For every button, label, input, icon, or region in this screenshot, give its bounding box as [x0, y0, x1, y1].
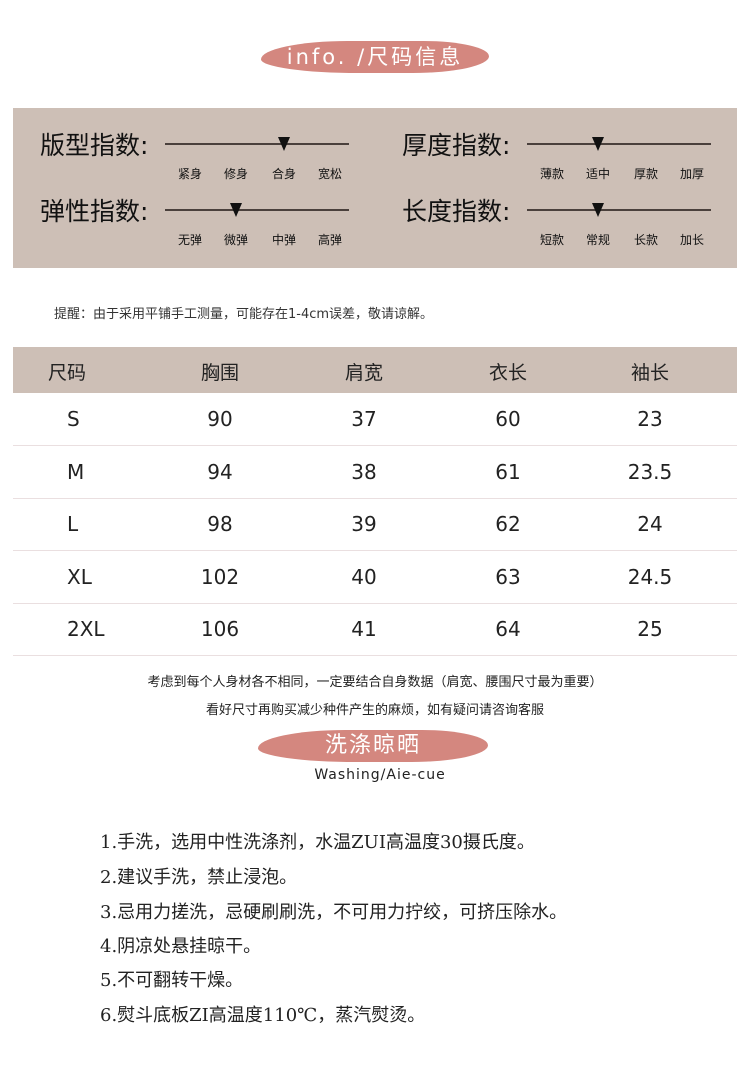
value-cell: 23.5	[627, 459, 673, 484]
length-index-line	[527, 209, 711, 211]
value-cell: 102	[200, 564, 240, 589]
fit-option-label: 合身	[271, 167, 297, 181]
elasticity-marker-icon	[230, 203, 242, 217]
table-row: XL 102 40 63 24.5	[13, 551, 737, 604]
table-row: L 98 39 62 24	[13, 498, 737, 551]
column-header: 胸围	[200, 362, 240, 384]
value-cell: 63	[495, 564, 521, 589]
size-tip-1: 考虑到每个人身材各不相同，一定要结合自身数据（肩宽、腰围尺寸最为重要）	[147, 675, 603, 690]
value-cell: 64	[495, 617, 521, 641]
measurement-note: 提醒：由于采用平铺手工测量，可能存在1-4cm误差，敬请谅解。	[54, 307, 434, 322]
size-cell: M	[67, 459, 85, 484]
thickness-index-line	[527, 143, 711, 145]
thickness-option-label: 薄款	[539, 167, 565, 181]
elasticity-index-title: 弹性指数:	[40, 197, 149, 226]
washing-item: 1.手洗，选用中性洗涤剂，水温ZUI高温度30摄氏度。	[100, 832, 535, 853]
thickness-option-label: 适中	[585, 167, 611, 181]
value-cell: 39	[351, 512, 377, 536]
fit-option-label: 宽松	[317, 167, 343, 181]
length-option-label: 长款	[633, 233, 659, 247]
value-cell: 62	[495, 512, 521, 536]
size-cell: L	[67, 512, 79, 536]
length-option-label: 常规	[585, 233, 611, 247]
washing-item: 2.建议手洗，禁止浸泡。	[100, 867, 298, 888]
elasticity-option-label: 中弹	[271, 233, 297, 247]
elasticity-option-label: 无弹	[177, 233, 203, 247]
value-cell: 24	[637, 512, 663, 536]
washing-item: 5.不可翻转干燥。	[100, 970, 244, 991]
column-header: 尺码	[47, 362, 87, 384]
fit-index-panel: 版型指数: 紧身 修身 合身 宽松 厚度指数: 薄款 适中 厚款 加厚弹性指数: 无弹 微弹 中弹 高弹 长…	[13, 108, 737, 268]
elasticity-option-label: 微弹	[223, 233, 249, 247]
value-cell: 41	[351, 617, 377, 641]
thickness-option-label: 加厚	[679, 167, 705, 181]
value-cell: 61	[495, 459, 521, 484]
size-table-header: 尺码 胸围 肩宽 衣长 袖长	[13, 347, 737, 393]
fit-marker-icon	[278, 137, 290, 151]
table-row: 2XL 106 41 64 25	[13, 603, 737, 656]
fit-index-line	[165, 143, 349, 145]
column-header: 肩宽	[344, 362, 384, 384]
table-row: S 90 37 60 23	[13, 393, 737, 446]
value-cell: 98	[207, 512, 233, 536]
value-cell: 106	[200, 617, 240, 641]
fit-option-label: 紧身	[177, 167, 203, 181]
washing-subtitle: Washing/Aie-cue	[314, 767, 446, 783]
value-cell: 60	[495, 407, 521, 431]
length-option-label: 短款	[539, 233, 565, 247]
length-option-label: 加长	[679, 233, 705, 247]
value-cell: 23	[637, 407, 663, 431]
washing-item: 4.阴凉处悬挂晾干。	[100, 936, 262, 957]
thickness-option-label: 厚款	[633, 167, 659, 181]
size-cell: S	[67, 407, 80, 431]
length-index-title: 长度指数:	[402, 197, 511, 226]
size-cell: XL	[67, 564, 92, 589]
value-cell: 24.5	[627, 564, 673, 589]
column-header: 衣长	[488, 362, 528, 384]
value-cell: 40	[351, 564, 377, 589]
size-tip-2: 看好尺寸再购买减少种件产生的麻烦，如有疑问请咨询客服	[205, 703, 544, 718]
thickness-marker-icon	[592, 137, 604, 151]
fit-index-title: 版型指数:	[40, 131, 149, 160]
size-info-banner: info. /尺码信息	[261, 41, 489, 73]
fit-option-label: 修身	[223, 167, 249, 181]
value-cell: 90	[207, 407, 233, 431]
washing-banner: 洗涤晾晒	[258, 730, 488, 762]
length-marker-icon	[592, 203, 604, 217]
value-cell: 37	[351, 407, 377, 431]
size-cell: 2XL	[67, 617, 105, 641]
washing-item: 6.熨斗底板ZI高温度110℃，蒸汽熨烫。	[100, 1005, 426, 1026]
elasticity-index-line	[165, 209, 349, 211]
column-header: 袖长	[630, 362, 670, 384]
value-cell: 25	[637, 617, 663, 641]
thickness-index-title: 厚度指数:	[402, 131, 511, 160]
elasticity-option-label: 高弹	[317, 233, 343, 247]
table-row: M 94 38 61 23.5	[13, 446, 737, 499]
value-cell: 94	[207, 459, 233, 484]
washing-item: 3.忌用力搓洗，忌硬刷刷洗，不可用力拧绞，可挤压除水。	[100, 902, 568, 923]
value-cell: 38	[351, 459, 377, 484]
